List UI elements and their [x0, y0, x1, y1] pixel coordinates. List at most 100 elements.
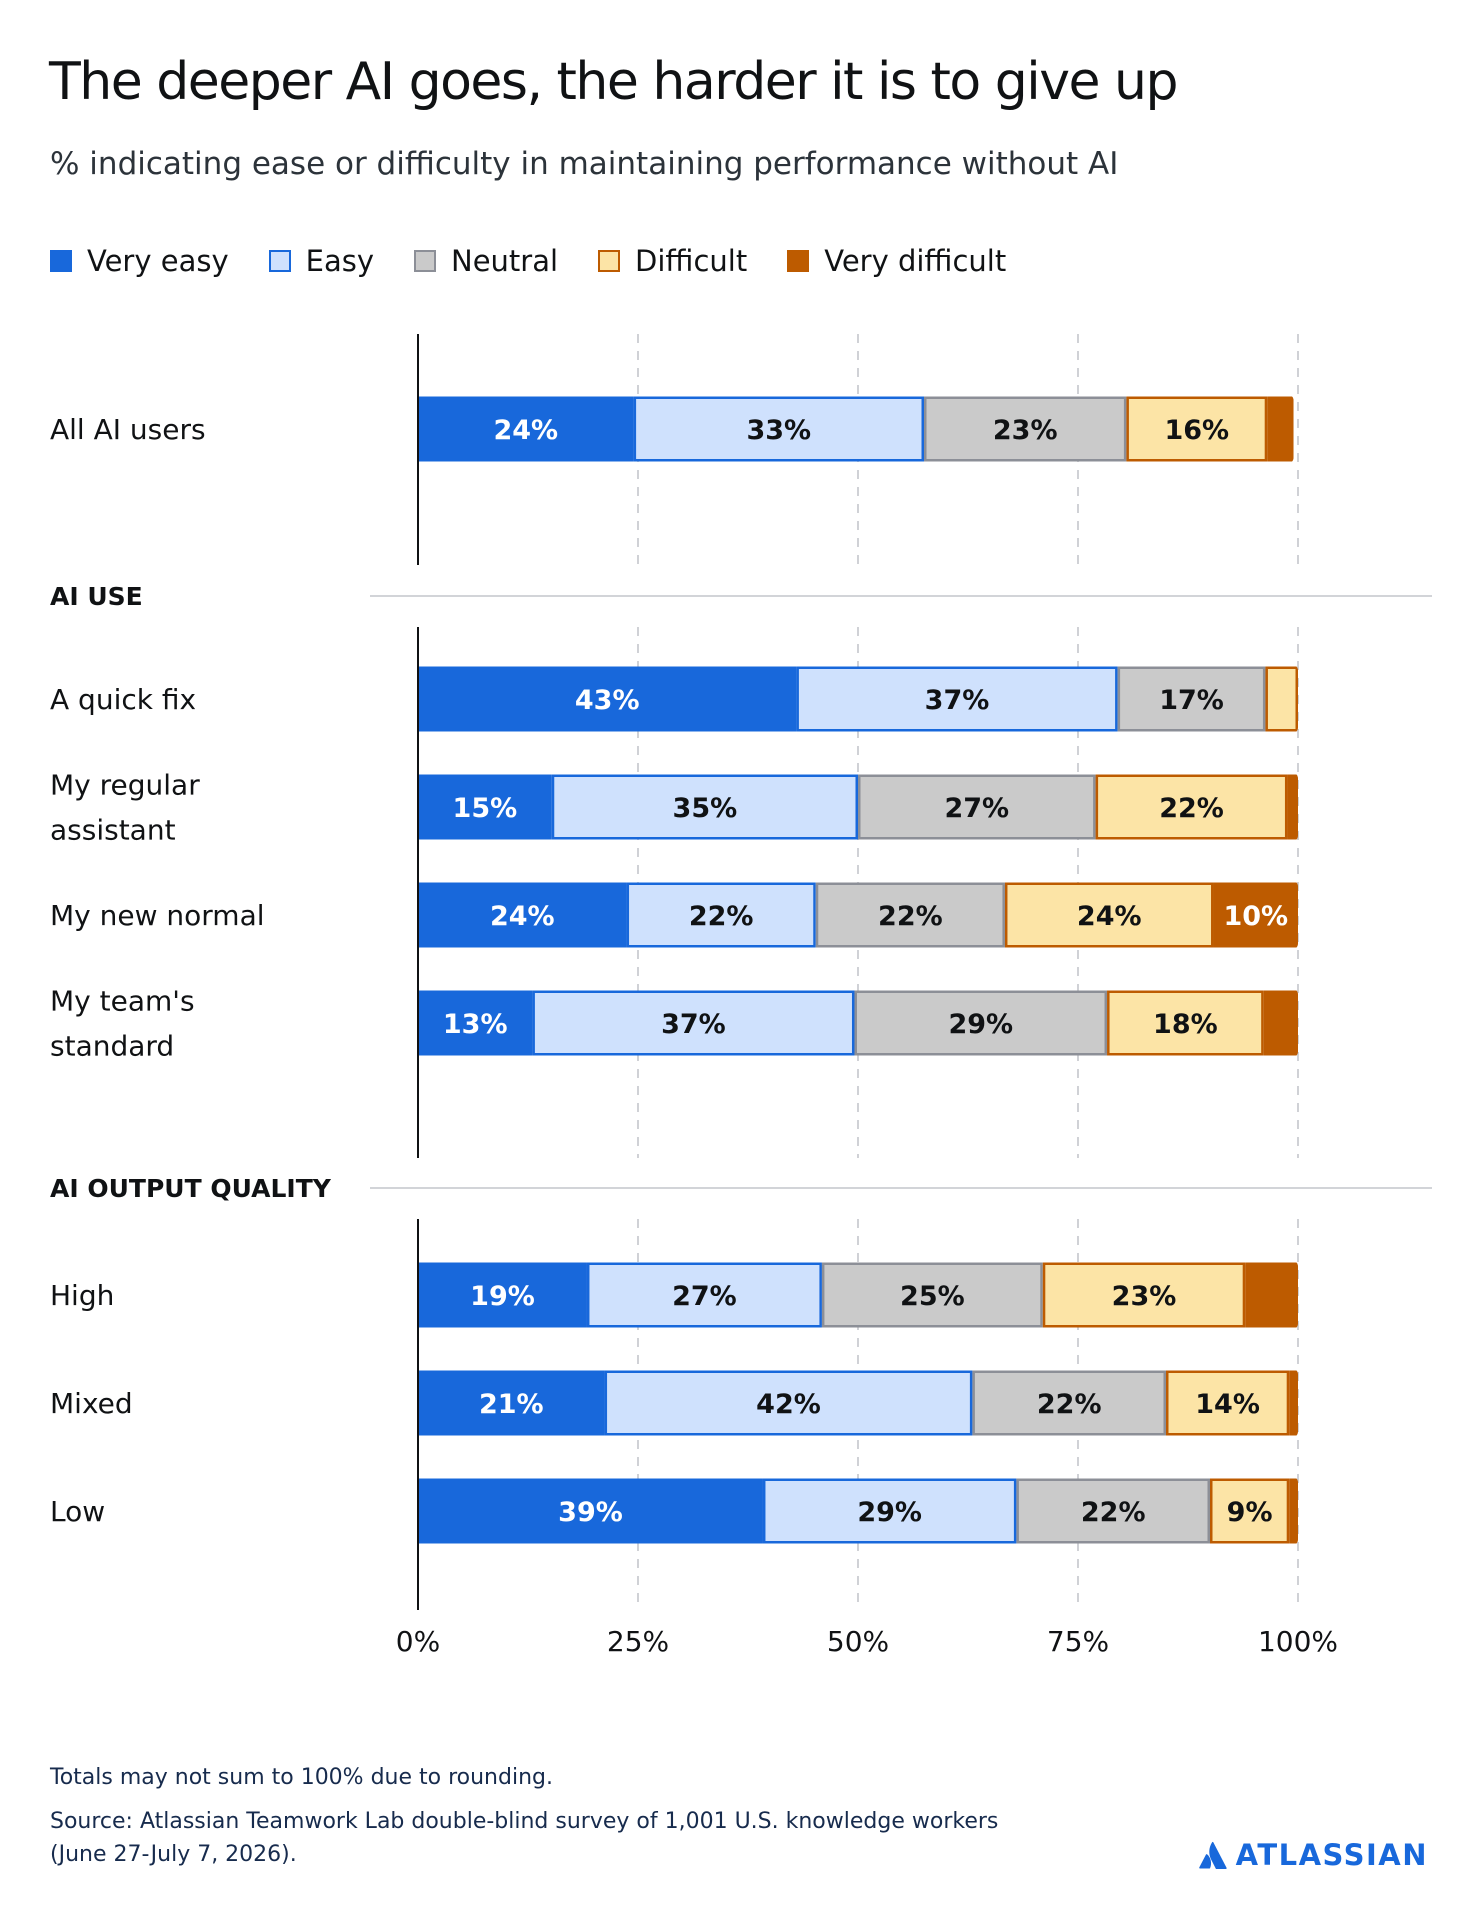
bar-row: My new normal 24% 22% 22% 24% 10%: [50, 882, 1298, 948]
bar-segments: [418, 990, 1298, 1056]
bar-segment: [418, 396, 634, 462]
bar-segment: [418, 990, 533, 1056]
bar-segment: [1004, 882, 1214, 948]
data-label: 29%: [857, 1497, 922, 1528]
bar-segment: [1166, 1370, 1290, 1436]
data-label: 19%: [470, 1281, 535, 1312]
bar-segment: [604, 1370, 973, 1436]
bar-segment: [418, 1370, 605, 1436]
legend-swatch: [414, 250, 436, 272]
data-label: 22%: [1159, 793, 1224, 824]
group-title: AI USE: [50, 582, 143, 611]
bar-segment: [532, 990, 855, 1056]
data-label: 22%: [689, 901, 754, 932]
data-label: 18%: [1153, 1009, 1218, 1040]
legend-item: Difficult: [598, 244, 747, 278]
bar-segment: [924, 396, 1127, 462]
bar-segments: [418, 1262, 1298, 1328]
data-label: 22%: [1081, 1497, 1146, 1528]
bar-segment: [1267, 396, 1294, 462]
legend-item: Very easy: [50, 244, 229, 278]
row-label: My new normal: [50, 899, 265, 932]
bar-segments: [418, 1478, 1298, 1544]
bar-segment: [1265, 666, 1298, 732]
data-label: 13%: [443, 1009, 508, 1040]
bar-segment: [821, 1262, 1043, 1328]
x-tick-label: 50%: [827, 1625, 889, 1658]
data-label: 24%: [493, 415, 558, 446]
brand-logo: ATLASSIAN: [1198, 1838, 1428, 1872]
bar-row: A quick fix 43% 37% 17%: [50, 666, 1298, 732]
legend-label: Easy: [305, 244, 374, 278]
legend-item: Neutral: [414, 244, 558, 278]
bar-segment: [551, 774, 858, 840]
data-label: 22%: [878, 901, 943, 932]
chart-title: The deeper AI goes, the harder it is to …: [49, 52, 1179, 112]
bar-segments: [418, 1370, 1298, 1436]
bar-segments: [418, 882, 1298, 948]
bar-segment: [1263, 990, 1298, 1056]
legend-swatch: [50, 250, 72, 272]
bar-segment: [1107, 990, 1264, 1056]
legend-swatch: [268, 250, 291, 272]
data-label: 15%: [453, 793, 518, 824]
source-note: Source: Atlassian Teamwork Lab double-bl…: [50, 1809, 999, 1867]
bar-segment: [796, 666, 1118, 732]
bar-segment: [586, 1262, 822, 1328]
bar-segment: [815, 882, 1005, 948]
bar-segment: [1042, 1262, 1246, 1328]
bar-segment: [418, 774, 552, 840]
bar-segment: [418, 1262, 587, 1328]
bar-segment: [1210, 1478, 1290, 1544]
data-label: 10%: [1223, 901, 1288, 932]
bar-segment: [633, 396, 924, 462]
bar-segments: [418, 666, 1298, 732]
bar-segment: [1095, 774, 1288, 840]
bar-segment: [858, 774, 1096, 840]
bar-row: Low 39% 29% 22% 9%: [50, 1478, 1298, 1544]
x-tick-label: 75%: [1047, 1625, 1109, 1658]
bar-row: High 19% 27% 25% 23%: [50, 1262, 1298, 1328]
bar-segment: [1016, 1478, 1211, 1544]
row-label: My regular: [50, 769, 200, 802]
bar-segment: [1245, 1262, 1298, 1328]
bar-segment: [418, 1478, 763, 1544]
bar-segment: [626, 882, 816, 948]
x-tick-label: 0%: [396, 1625, 440, 1658]
data-label: 14%: [1195, 1389, 1260, 1420]
data-label: 29%: [948, 1009, 1013, 1040]
bar-row: All AI users 24% 33% 23% 16%: [50, 396, 1294, 462]
data-label: 43%: [575, 685, 640, 716]
row-label: A quick fix: [50, 683, 196, 716]
footnote: Totals may not sum to 100% due to roundi…: [50, 1765, 553, 1790]
legend-swatch: [787, 250, 810, 272]
data-label: 35%: [673, 793, 738, 824]
bar-segment: [762, 1478, 1017, 1544]
data-label: 33%: [746, 415, 811, 446]
data-label: 25%: [900, 1281, 965, 1312]
data-label: 23%: [1112, 1281, 1177, 1312]
legend-swatch: [598, 250, 621, 272]
bar-segments: [418, 396, 1294, 462]
chart-subtitle: % indicating ease or difficulty in maint…: [50, 146, 1119, 182]
bar-segment: [1289, 1478, 1298, 1544]
data-label: 24%: [1077, 901, 1142, 932]
legend-label: Very easy: [87, 244, 229, 278]
bar-segment: [1289, 1370, 1298, 1436]
atlassian-logo-icon: [1198, 1841, 1227, 1869]
legend: Very easy Easy Neutral Difficult Very diffic…: [50, 244, 1046, 278]
data-label: 24%: [490, 901, 555, 932]
x-tick-label: 25%: [607, 1625, 669, 1658]
bar-segment: [418, 882, 627, 948]
data-label: 9%: [1227, 1497, 1273, 1528]
bar-segment: [854, 990, 1108, 1056]
data-label: 42%: [756, 1389, 821, 1420]
bar-segments: [418, 774, 1298, 840]
bar-row: My regular assistant 15% 35% 27% 22%: [50, 769, 1298, 847]
brand-name: ATLASSIAN: [1235, 1838, 1428, 1872]
row-label: All AI users: [50, 413, 206, 446]
data-label: 22%: [1037, 1389, 1102, 1420]
row-label: standard: [50, 1030, 174, 1063]
bar-segment: [972, 1370, 1167, 1436]
bar-segment: [418, 666, 797, 732]
